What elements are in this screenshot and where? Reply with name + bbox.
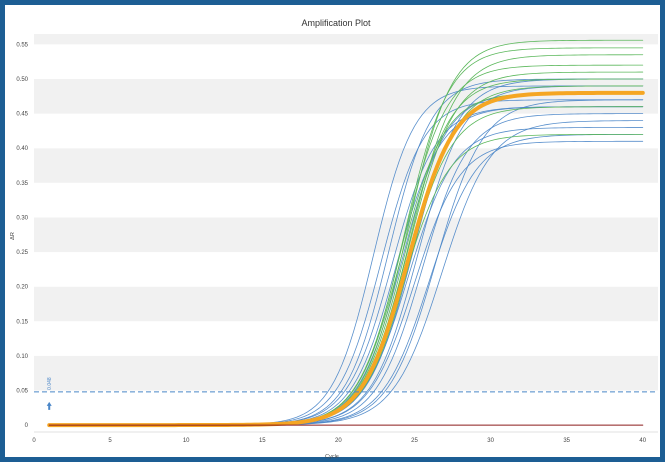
x-axis-label: Cycle <box>325 454 339 460</box>
y-tick-label: 0.25 <box>16 250 28 256</box>
grid-band <box>34 252 658 287</box>
grid-band <box>34 217 658 253</box>
grid-band <box>34 113 658 149</box>
y-tick-label: 0.45 <box>16 112 28 118</box>
x-tick-label: 0 <box>32 438 36 444</box>
y-tick-label: 0.35 <box>16 181 28 187</box>
x-tick-label: 40 <box>639 438 646 444</box>
x-tick-label: 35 <box>563 438 570 444</box>
y-tick-label: 0.20 <box>16 285 28 291</box>
y-tick-label: 0.10 <box>16 354 28 360</box>
grid-band <box>34 44 658 79</box>
chart-title: Amplification Plot <box>301 18 371 28</box>
grid-band <box>34 148 658 183</box>
grid-band <box>34 34 658 45</box>
threshold-arrow-icon <box>46 401 52 410</box>
y-axis-label: ΔR <box>10 232 16 240</box>
x-tick-label: 5 <box>108 438 112 444</box>
y-tick-label: 0.15 <box>16 319 28 325</box>
x-tick-label: 10 <box>183 438 190 444</box>
grid-band <box>34 182 658 218</box>
x-tick-label: 25 <box>411 438 418 444</box>
y-tick-label: 0.30 <box>16 215 28 221</box>
x-tick-label: 20 <box>335 438 342 444</box>
y-tick-label: 0.40 <box>16 146 28 152</box>
y-tick-label: 0.05 <box>16 388 28 394</box>
grid-band <box>34 286 658 322</box>
grid-band <box>34 321 658 356</box>
grid-band <box>34 78 658 114</box>
y-tick-label: 0.55 <box>16 42 28 48</box>
x-tick-label: 15 <box>259 438 266 444</box>
x-tick-label: 30 <box>487 438 494 444</box>
threshold-label: 0.048 <box>47 377 53 390</box>
y-tick-label: 0.50 <box>16 77 28 83</box>
y-tick-label: 0 <box>25 423 29 429</box>
